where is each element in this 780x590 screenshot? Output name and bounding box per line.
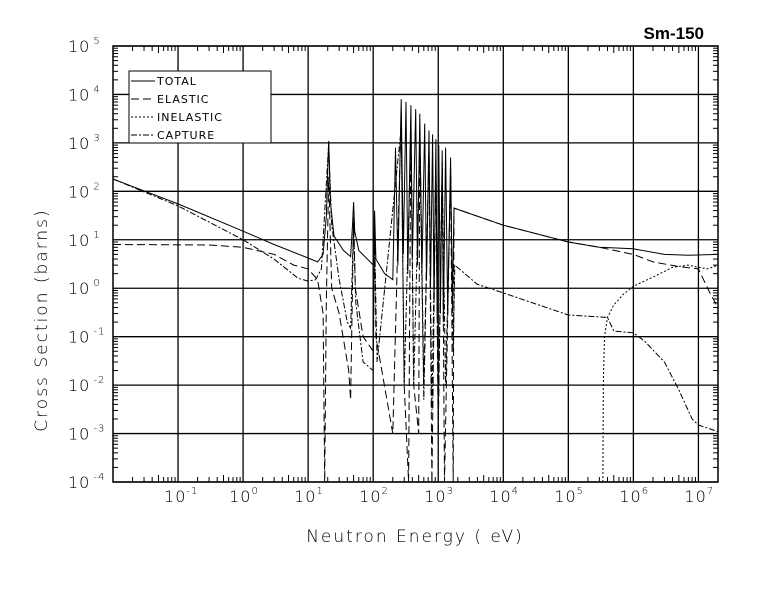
tick-base: 10 bbox=[489, 487, 511, 506]
tick-base: 10 bbox=[68, 37, 90, 56]
x-tick-label: 103 bbox=[424, 486, 454, 506]
tick-exponent: -2 bbox=[93, 375, 105, 386]
tick-exponent: 2 bbox=[93, 181, 100, 192]
tick-base: 10 bbox=[424, 487, 446, 506]
tick-base: 10 bbox=[68, 85, 90, 104]
y-tick-label: 10 -3 bbox=[68, 424, 105, 444]
tick-base: 10 bbox=[294, 487, 316, 506]
y-tick-label: 10 -4 bbox=[68, 472, 105, 492]
x-tick-label: 102 bbox=[359, 486, 389, 506]
tick-exponent: 6 bbox=[642, 486, 649, 497]
tick-exponent: 3 bbox=[93, 133, 100, 144]
x-tick-label: 10-1 bbox=[164, 486, 198, 506]
legend-label-elastic: ELASTIC bbox=[157, 93, 209, 106]
legend-label-total: TOTAL bbox=[156, 75, 197, 88]
tick-exponent: 4 bbox=[512, 486, 519, 497]
curves bbox=[112, 99, 719, 483]
tick-base: 10 bbox=[68, 279, 90, 298]
tick-base: 10 bbox=[68, 376, 90, 395]
tick-exponent: -4 bbox=[93, 472, 105, 483]
y-tick-label: 10 2 bbox=[68, 181, 101, 201]
y-tick-label: 10 3 bbox=[68, 133, 101, 153]
legend-label-capture: CAPTURE bbox=[157, 129, 215, 142]
tick-exponent: 5 bbox=[577, 486, 584, 497]
tick-base: 10 bbox=[68, 328, 90, 347]
series-inelastic-line bbox=[602, 264, 719, 483]
minor-ticks bbox=[113, 46, 718, 482]
x-axis-title: Neutron Energy ( eV) bbox=[306, 527, 524, 547]
tick-base: 10 bbox=[554, 487, 576, 506]
series-capture-line bbox=[112, 128, 719, 433]
y-tick-label: 10 4 bbox=[68, 84, 101, 104]
tick-exponent: -1 bbox=[93, 327, 105, 338]
tick-exponent: 5 bbox=[93, 36, 100, 47]
y-tick-label: 10 1 bbox=[68, 230, 101, 250]
tick-exponent: 0 bbox=[251, 486, 258, 497]
x-tick-label: 105 bbox=[554, 486, 584, 506]
tick-base: 10 bbox=[164, 487, 186, 506]
tick-exponent: 1 bbox=[93, 230, 100, 241]
y-tick-label: 10 -1 bbox=[68, 327, 105, 347]
tick-base: 10 bbox=[68, 134, 90, 153]
tick-exponent: 2 bbox=[382, 486, 389, 497]
tick-base: 10 bbox=[684, 487, 706, 506]
tick-exponent: 3 bbox=[447, 486, 454, 497]
tick-exponent: 4 bbox=[93, 84, 100, 95]
legend: TOTAL ELASTIC INELASTIC CAPTURE bbox=[128, 70, 272, 144]
tick-exponent: 0 bbox=[93, 278, 100, 289]
y-tick-label: 10 5 bbox=[68, 36, 101, 56]
plot-frame bbox=[112, 45, 719, 483]
tick-base: 10 bbox=[619, 487, 641, 506]
tick-base: 10 bbox=[68, 182, 90, 201]
tick-exponent: -1 bbox=[186, 486, 198, 497]
tick-base: 10 bbox=[68, 231, 90, 250]
y-tick-label: 10 -2 bbox=[68, 375, 105, 395]
legend-label-inelastic: INELASTIC bbox=[157, 111, 223, 124]
chart-title: Sm-150 bbox=[644, 24, 704, 43]
y-tick-label: 10 0 bbox=[68, 278, 101, 298]
x-tick-label: 104 bbox=[489, 486, 519, 506]
x-tick-label: 100 bbox=[229, 486, 259, 506]
x-tick-label: 107 bbox=[684, 486, 714, 506]
y-axis-title: Cross Section (barns) bbox=[32, 208, 52, 431]
tick-base: 10 bbox=[68, 425, 90, 444]
tick-base: 10 bbox=[229, 487, 251, 506]
x-tick-label: 106 bbox=[619, 486, 649, 506]
tick-base: 10 bbox=[68, 473, 90, 492]
x-tick-label: 101 bbox=[294, 486, 324, 506]
tick-exponent: 1 bbox=[316, 486, 323, 497]
legend-box bbox=[128, 70, 272, 144]
tick-exponent: -3 bbox=[93, 424, 105, 435]
x-tick-labels: 10-1 100 101 102 103 104 105 106 107 bbox=[164, 486, 714, 506]
tick-base: 10 bbox=[359, 487, 381, 506]
tick-exponent: 7 bbox=[707, 486, 714, 497]
